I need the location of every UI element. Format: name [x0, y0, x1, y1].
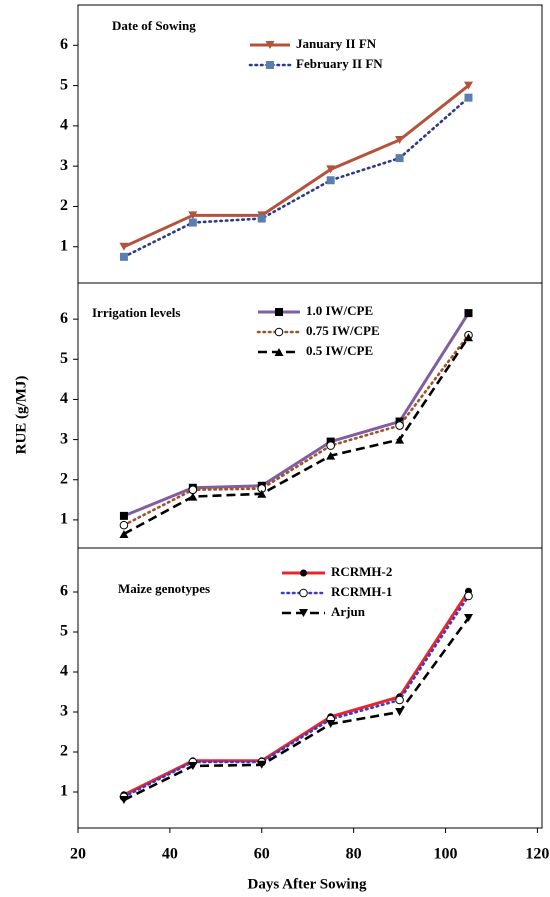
marker — [188, 485, 198, 495]
panel-title: Irrigation levels — [92, 305, 180, 320]
x-tick-label: 100 — [434, 846, 458, 863]
series-line — [123, 312, 470, 518]
legend-label: Arjun — [331, 604, 366, 619]
marker — [257, 214, 266, 223]
marker — [326, 176, 335, 185]
y-tick-label: 3 — [60, 157, 68, 174]
series-line — [123, 336, 470, 536]
y-tick-label: 5 — [60, 76, 68, 93]
marker — [257, 489, 267, 498]
y-tick-label: 2 — [60, 197, 68, 214]
series-line — [122, 333, 470, 527]
legend-marker — [299, 588, 308, 598]
legend-label: RCRMH-2 — [331, 564, 392, 579]
marker — [119, 242, 129, 251]
y-tick-label: 4 — [60, 117, 68, 134]
series-line — [122, 96, 470, 259]
marker — [119, 252, 128, 261]
x-tick-label: 80 — [346, 846, 362, 863]
y-tick-label: 3 — [60, 430, 68, 447]
marker — [464, 309, 473, 318]
marker — [326, 451, 336, 460]
marker — [188, 762, 198, 770]
marker — [395, 154, 404, 163]
marker — [326, 720, 336, 728]
x-tick-label: 40 — [162, 846, 178, 863]
legend-marker — [299, 609, 308, 617]
marker — [395, 435, 405, 444]
y-tick-label: 5 — [60, 623, 68, 640]
panel-frame — [77, 547, 543, 829]
y-tick-label: 4 — [60, 390, 68, 407]
marker — [395, 135, 405, 144]
marker — [464, 93, 473, 102]
marker — [119, 520, 129, 530]
y-tick-label: 1 — [60, 511, 68, 528]
legend-marker — [274, 348, 284, 356]
legend-marker — [300, 569, 307, 577]
legend-label: January II FN — [296, 36, 377, 51]
y-axis-label: RUE (g/MJ) — [13, 376, 29, 455]
y-tick-label: 2 — [60, 743, 68, 760]
y-tick-label: 3 — [60, 703, 68, 720]
y-tick-label: 4 — [60, 663, 68, 680]
panel-title: Maize genotypes — [118, 581, 210, 596]
legend-label: 0.5 IW/CPE — [306, 343, 373, 358]
legend-label: 1.0 IW/CPE — [306, 303, 373, 318]
x-tick-label: 20 — [70, 846, 86, 863]
marker — [119, 796, 129, 804]
x-tick-label: 60 — [254, 846, 270, 863]
panel-title: Date of Sowing — [112, 18, 196, 33]
legend-label: 0.75 IW/CPE — [306, 323, 380, 338]
marker — [464, 591, 473, 601]
marker — [119, 529, 129, 538]
y-tick-label: 6 — [60, 583, 68, 600]
marker — [463, 333, 473, 342]
legend-label: RCRMH-1 — [331, 584, 392, 599]
y-tick-label: 6 — [60, 36, 68, 53]
marker — [188, 211, 198, 220]
marker — [395, 695, 404, 705]
y-tick-label: 5 — [60, 350, 68, 367]
marker — [395, 421, 404, 430]
series-line — [123, 617, 470, 802]
legend-label: February II FN — [296, 56, 383, 71]
marker — [257, 760, 267, 769]
series-line — [123, 84, 470, 249]
legend-marker — [274, 327, 284, 337]
marker — [326, 441, 335, 450]
marker — [119, 511, 128, 520]
series-line — [123, 590, 470, 797]
y-tick-label: 1 — [60, 237, 68, 254]
y-tick-label: 6 — [60, 310, 68, 327]
marker — [188, 492, 198, 501]
marker — [188, 218, 197, 227]
marker — [326, 165, 336, 174]
x-tick-label: 120 — [525, 846, 549, 863]
legend-marker — [266, 61, 274, 69]
marker — [395, 708, 405, 716]
marker — [463, 81, 473, 90]
y-tick-label: 2 — [60, 470, 68, 487]
legend-marker — [275, 308, 283, 316]
y-tick-label: 1 — [60, 783, 68, 800]
marker — [463, 614, 473, 622]
series-line — [122, 594, 470, 799]
legend-marker — [265, 41, 275, 49]
x-axis-label: Days After Sowing — [248, 876, 367, 892]
